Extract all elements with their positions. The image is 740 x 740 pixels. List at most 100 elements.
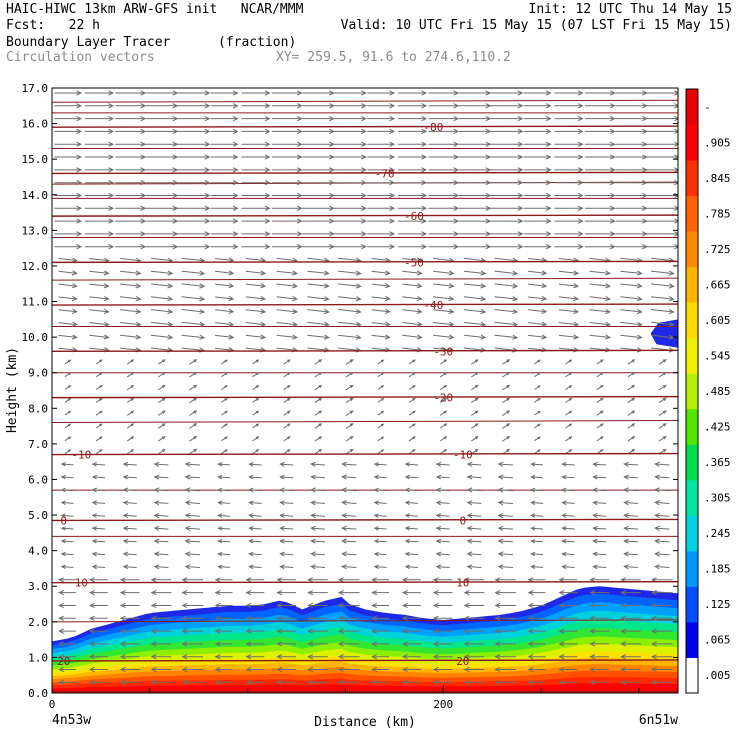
wind-vector — [401, 666, 421, 673]
wind-vector — [214, 602, 233, 609]
wind-vector — [214, 577, 233, 583]
wind-vector — [221, 372, 228, 378]
wind-vector — [466, 461, 482, 467]
wind-vector — [252, 410, 260, 416]
wind-vector — [115, 167, 147, 173]
wind-vector — [589, 666, 609, 673]
wind-vector — [176, 218, 211, 224]
wind-vector — [502, 384, 511, 391]
wind-vector — [439, 423, 448, 429]
wind-vector — [176, 128, 211, 135]
wind-vector — [650, 590, 673, 596]
wind-vector — [214, 654, 233, 660]
x-tick-label: 0 — [49, 698, 56, 711]
wind-vector — [332, 90, 367, 96]
wind-vector — [620, 308, 643, 315]
colorbar-label-0: .005 — [704, 669, 731, 682]
wind-vector — [367, 90, 396, 96]
wind-vector — [91, 538, 106, 544]
wind-vector — [432, 590, 453, 596]
wind-vector — [337, 654, 360, 660]
wind-vector — [463, 679, 485, 685]
wind-vector — [189, 410, 198, 417]
wind-vector — [620, 296, 643, 302]
wind-vector — [534, 359, 541, 365]
wind-vector — [554, 128, 584, 135]
wind-vector — [615, 231, 648, 237]
wind-vector — [145, 192, 179, 199]
wind-vector — [584, 103, 616, 109]
wind-vector — [651, 283, 675, 289]
wind-vector — [623, 538, 638, 544]
wind-vector — [248, 551, 262, 557]
wind-vector — [558, 283, 580, 289]
wind-vector — [345, 435, 354, 442]
wind-vector — [561, 526, 575, 531]
wind-vector — [252, 397, 260, 403]
wind-vector — [64, 449, 72, 455]
wind-vector — [527, 654, 546, 660]
wind-vector — [150, 577, 172, 583]
wind-vector — [433, 308, 455, 315]
wind-vector — [271, 115, 303, 122]
wind-vector — [153, 564, 169, 570]
wind-vector — [592, 564, 607, 570]
wind-vector — [221, 385, 228, 390]
y-tick-label: 13.0 — [22, 224, 49, 237]
wind-vector — [283, 449, 291, 455]
wind-vector — [189, 384, 198, 391]
wind-vector — [584, 231, 616, 237]
wind-vector — [502, 397, 511, 404]
wind-vector — [210, 90, 239, 96]
colorbar-label-4: .245 — [704, 527, 731, 540]
y-tick-label: 16.0 — [22, 118, 49, 131]
wind-vector — [58, 628, 76, 634]
wind-vector — [88, 666, 108, 673]
wind-vector — [651, 321, 675, 327]
wind-vector — [153, 513, 169, 519]
wind-vector — [60, 513, 74, 518]
wind-vector — [241, 103, 271, 109]
wind-vector — [489, 115, 524, 122]
wind-vector — [252, 372, 260, 378]
wind-vector — [402, 308, 423, 314]
wind-vector — [217, 500, 231, 506]
wind-vector — [58, 602, 76, 609]
y-tick-label: 15.0 — [22, 153, 49, 166]
wind-vector — [337, 628, 360, 634]
wind-vector — [623, 525, 638, 531]
wind-vector — [528, 270, 548, 276]
colorbar-label-1: .065 — [704, 634, 731, 647]
wind-vector — [658, 435, 667, 442]
wind-vector — [271, 154, 303, 160]
wind-vector — [302, 205, 335, 211]
wind-vector — [126, 384, 135, 391]
wind-vector — [463, 334, 487, 340]
wind-vector — [181, 308, 206, 315]
wind-vector — [64, 372, 72, 378]
wind-vector — [592, 538, 607, 544]
wind-vector — [471, 423, 479, 429]
level-line-6 — [52, 277, 678, 281]
wind-vector — [221, 410, 228, 416]
wind-vector — [150, 590, 172, 596]
wind-vector — [248, 526, 262, 531]
wind-vector — [248, 500, 262, 506]
wind-vector — [651, 296, 675, 302]
colorbar-swatch-10 — [686, 302, 698, 339]
wind-vector — [650, 679, 673, 685]
wind-vector — [310, 538, 325, 544]
y-tick-label: 12.0 — [22, 260, 49, 273]
wind-vector — [654, 474, 670, 480]
wind-vector — [497, 487, 514, 493]
wind-vector — [302, 218, 335, 224]
wind-vector — [428, 244, 460, 250]
wind-vector — [502, 410, 511, 417]
wind-vector — [401, 615, 421, 621]
wind-vector — [494, 296, 519, 302]
wind-vector — [565, 385, 573, 391]
wind-vector — [371, 295, 391, 302]
wind-vector — [150, 270, 174, 276]
wind-vector — [458, 115, 492, 122]
wind-vector — [658, 410, 667, 417]
